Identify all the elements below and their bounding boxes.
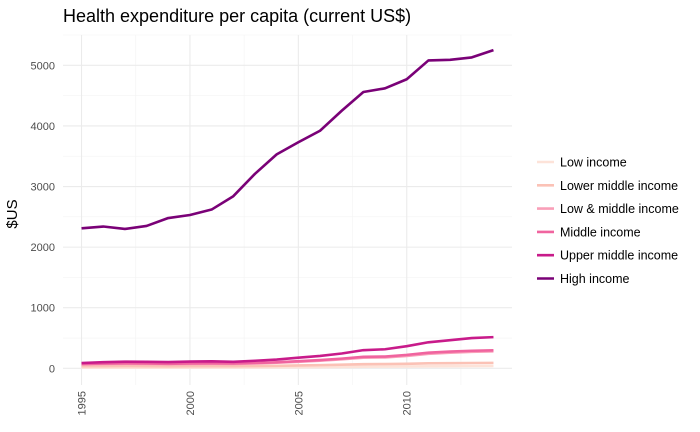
legend-label-low-middle-income: Low & middle income	[560, 202, 679, 216]
y-tick-label: 4000	[31, 121, 55, 133]
y-tick-label: 0	[49, 363, 55, 375]
legend-label-lower-middle-income: Lower middle income	[560, 179, 678, 193]
series-line-middle-income	[81, 348, 494, 366]
y-tick-label: 2000	[31, 242, 55, 254]
x-tick-label: 1995	[77, 391, 89, 415]
y-tick-label: 5000	[31, 60, 55, 72]
series-line-low-income	[81, 364, 494, 370]
series-line-lower-middle-income	[81, 361, 494, 368]
legend-label-low-income: Low income	[560, 156, 627, 170]
y-tick-label: 1000	[31, 303, 55, 315]
series-line-high-income	[81, 48, 494, 231]
grid	[63, 34, 512, 385]
y-axis-label: $US	[4, 199, 21, 228]
legend: Low income Lower middle income Low & middl…	[537, 156, 679, 286]
legend-label-upper-middle-income: Upper middle income	[560, 249, 678, 263]
series-lines	[81, 48, 494, 370]
chart-title: Health expenditure per capita (current U…	[63, 6, 411, 26]
x-tick-label: 2000	[185, 391, 197, 415]
y-axis-ticks: 0 1000 2000 3000 4000 5000	[31, 60, 55, 375]
x-axis-ticks: 1995 2000 2005 2010	[77, 391, 414, 415]
x-tick-label: 2005	[293, 391, 305, 415]
legend-label-high-income: High income	[560, 272, 630, 286]
series-line-upper-middle-income	[81, 335, 494, 365]
y-tick-label: 3000	[31, 182, 55, 194]
legend-label-middle-income: Middle income	[560, 225, 641, 239]
x-tick-label: 2010	[402, 391, 414, 415]
